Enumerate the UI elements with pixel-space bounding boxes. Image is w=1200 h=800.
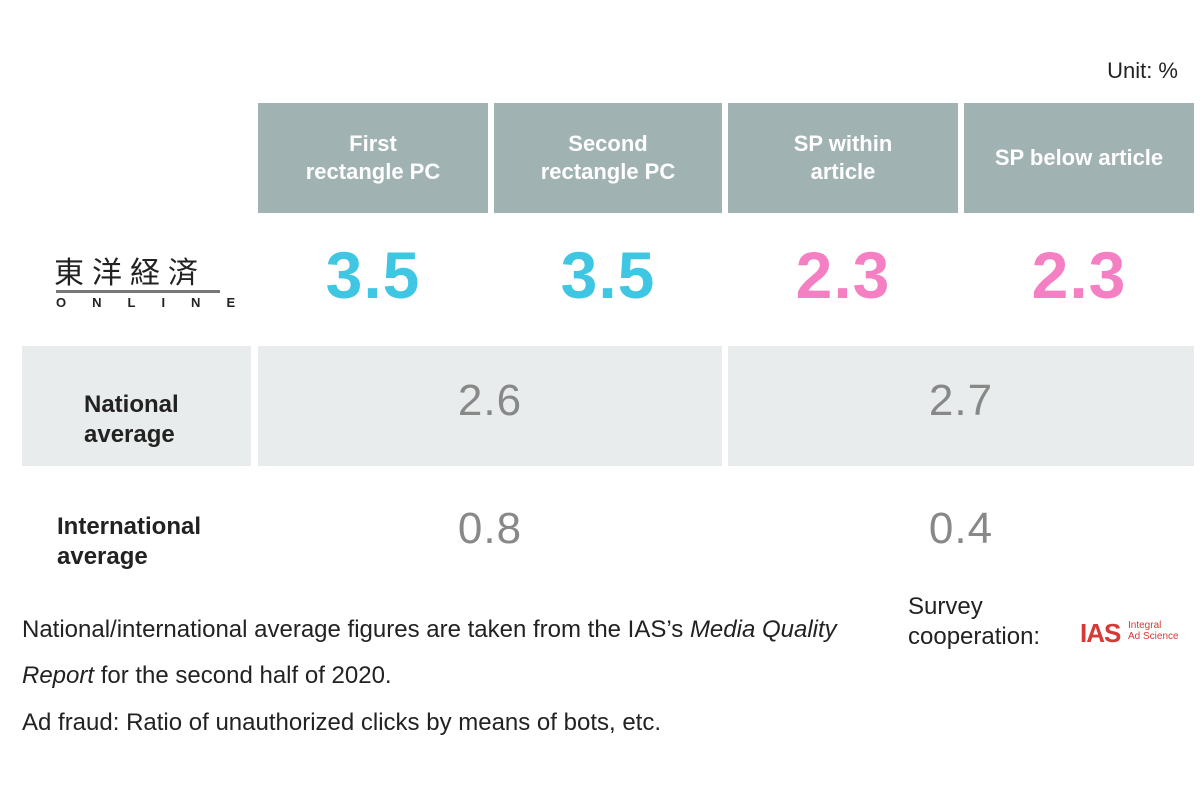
column-header-second-rectangle-pc: Second rectangle PC	[494, 103, 722, 213]
national-average-sp-cell	[728, 346, 1194, 466]
value-international-average-sp: 0.4	[928, 504, 994, 553]
footnote-source-title-part2: Report	[22, 662, 95, 689]
footnote-source-line-2: Report for the second half of 2020.	[22, 662, 392, 690]
value-international-average-pc: 0.8	[457, 504, 523, 553]
column-header-sp-within-article: SP within article	[728, 103, 958, 213]
column-header-first-rectangle-pc: First rectangle PC	[258, 103, 488, 213]
footnote-source-title-part1: Media Quality	[689, 616, 837, 643]
ias-logo: IAS Integral Ad Science	[1080, 614, 1196, 654]
ias-logo-text-line1: Integral	[1128, 620, 1162, 631]
footnote-source-line-1: National/international average figures a…	[22, 616, 837, 644]
national-average-label: National average	[84, 391, 179, 448]
value-toyo-sp-within-article: 2.3	[795, 238, 891, 312]
logo-sub: ONLINE	[56, 295, 262, 310]
ias-logo-text: Integral Ad Science	[1128, 620, 1179, 642]
value-toyo-first-rectangle-pc: 3.5	[325, 238, 421, 312]
value-toyo-sp-below-article: 2.3	[1031, 238, 1127, 312]
ias-logo-text-line2: Ad Science	[1128, 631, 1179, 642]
survey-cooperation-label: Survey cooperation:	[908, 593, 1041, 650]
logo-kanji: 東洋経済	[54, 256, 206, 291]
national-average-label-cell	[22, 346, 251, 466]
toyo-keizai-online-logo: 東洋経済 ONLINE	[54, 248, 235, 310]
logo-rule	[56, 290, 220, 293]
value-national-average-sp: 2.7	[928, 376, 994, 425]
footnote-ad-fraud-definition: Ad fraud: Ratio of unauthorized clicks b…	[22, 709, 661, 736]
international-average-label: International average	[57, 513, 202, 570]
national-average-pc-cell	[258, 346, 722, 466]
value-national-average-pc: 2.6	[457, 376, 523, 425]
footnote-source-suffix: for the second half of 2020.	[94, 662, 392, 689]
unit-label: Unit: %	[1107, 58, 1178, 83]
footnote-source-prefix: National/international average figures a…	[22, 616, 690, 643]
value-toyo-second-rectangle-pc: 3.5	[560, 238, 656, 312]
column-header-sp-below-article: SP below article	[964, 103, 1194, 213]
ias-logo-mark: IAS	[1080, 618, 1121, 648]
